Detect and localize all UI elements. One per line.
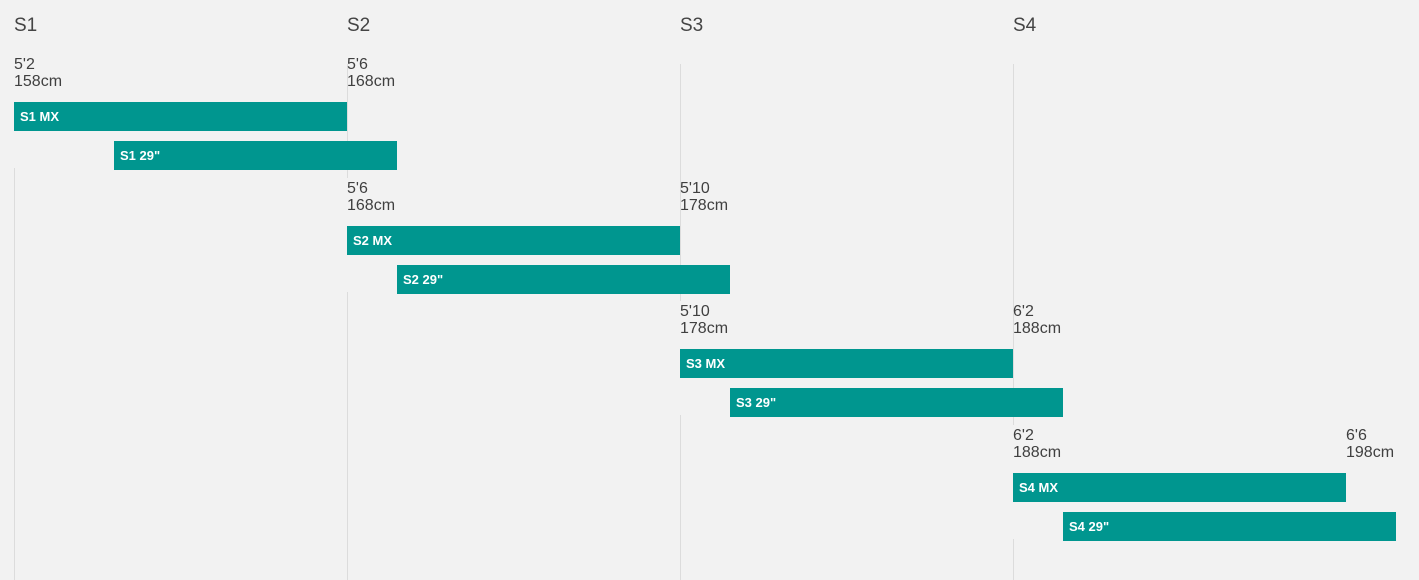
gridline: [347, 64, 348, 178]
size-bar[interactable]: S4 29": [1063, 512, 1396, 541]
height-cm: 168cm: [347, 197, 396, 214]
height-cm: 188cm: [1013, 320, 1062, 337]
height-feet: 5'2: [14, 56, 35, 73]
height-feet: 6'2: [1013, 303, 1034, 320]
height-cm: 198cm: [1346, 444, 1395, 461]
height-feet: 6'2: [1013, 427, 1034, 444]
size-bar[interactable]: S2 29": [397, 265, 730, 294]
height-label: 6'6 198cm: [1346, 427, 1394, 461]
height-feet: 6'6: [1346, 427, 1367, 444]
size-bar[interactable]: S4 MX: [1013, 473, 1346, 502]
height-label: 6'2 188cm: [1013, 303, 1061, 337]
size-bar[interactable]: S3 29": [730, 388, 1063, 417]
gridline: [1013, 539, 1014, 580]
height-cm: 178cm: [680, 320, 729, 337]
column-header-s2: S2: [347, 15, 371, 36]
gridline: [1013, 64, 1014, 426]
size-bar[interactable]: S2 MX: [347, 226, 680, 255]
gridline: [347, 291, 348, 580]
gridline: [680, 64, 681, 302]
height-label: 5'2 158cm: [14, 56, 62, 90]
column-header-s1: S1: [14, 15, 38, 36]
height-feet: 5'6: [347, 56, 368, 73]
size-bar[interactable]: S3 MX: [680, 349, 1013, 378]
gridline: [680, 415, 681, 580]
height-label: 5'10 178cm: [680, 303, 728, 337]
height-feet: 5'10: [680, 303, 710, 320]
column-header-s4: S4: [1013, 15, 1037, 36]
height-label: 5'10 178cm: [680, 180, 728, 214]
column-header-s3: S3: [680, 15, 704, 36]
height-cm: 158cm: [14, 73, 63, 90]
height-cm: 178cm: [680, 197, 729, 214]
height-cm: 168cm: [347, 73, 396, 90]
height-cm: 188cm: [1013, 444, 1062, 461]
height-label: 6'2 188cm: [1013, 427, 1061, 461]
height-feet: 5'6: [347, 180, 368, 197]
size-bar[interactable]: S1 29": [114, 141, 397, 170]
height-label: 5'6 168cm: [347, 180, 395, 214]
gridline: [14, 168, 15, 580]
size-bar[interactable]: S1 MX: [14, 102, 347, 131]
height-feet: 5'10: [680, 180, 710, 197]
height-label: 5'6 168cm: [347, 56, 395, 90]
